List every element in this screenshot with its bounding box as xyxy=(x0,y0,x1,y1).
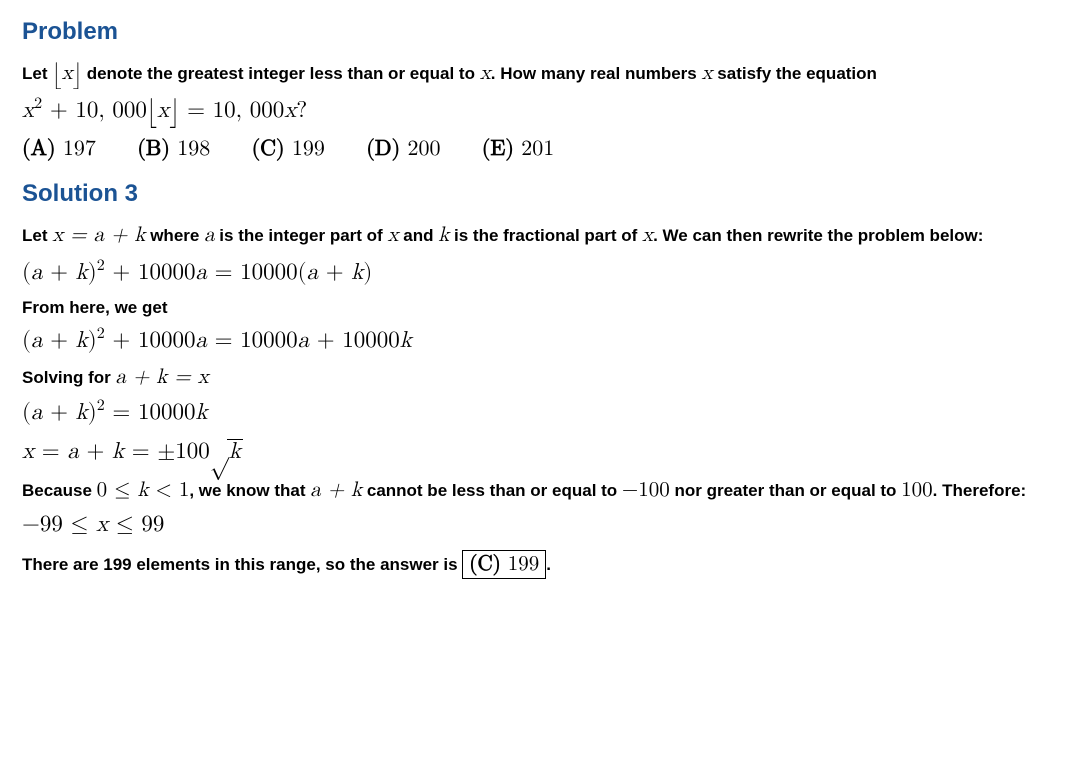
sol-p3-b: a + k = x xyxy=(116,367,209,388)
sol-p1-e: x xyxy=(387,225,398,246)
problem-text: Let ⌊x⌋ denote the greatest integer less… xyxy=(22,60,1058,88)
choice-e: (E) 201 xyxy=(482,138,554,160)
sol-eq1-exp: 2 xyxy=(97,258,105,274)
problem-var-x-2: x xyxy=(701,63,712,84)
sol-p2: From here, we get xyxy=(22,298,1058,318)
answer-box: (C) 199 xyxy=(462,550,546,579)
eq-rhs-x: x xyxy=(284,99,296,122)
sol-eq1-a: (a + k) xyxy=(22,261,97,284)
sol-p1-h: is the fractional part of xyxy=(449,226,642,245)
solution-heading: Solution 3 xyxy=(22,180,1058,208)
sol-eq3-exp: 2 xyxy=(97,398,105,414)
sol-eq1-b: + 10000a = 10000(a + k) xyxy=(105,261,373,284)
sol-eq2-b: + 10000a = 10000a + 10000k xyxy=(105,329,412,352)
sol-p5-a: There are 199 elements in this range, so… xyxy=(22,555,462,574)
sol-p4-b: 0 ≤ k < 1 xyxy=(97,480,190,501)
sol-p4-h: 100 xyxy=(901,480,933,501)
sol-p5-b: . xyxy=(546,555,551,574)
sol-eq4-k: k xyxy=(229,440,241,463)
sol-p1-b: where xyxy=(145,226,204,245)
problem-intro-mid: denote the greatest integer less than or… xyxy=(82,64,480,83)
eq-q: ? xyxy=(296,99,307,122)
choice-a: (A) 197 xyxy=(22,138,96,160)
sol-eq1: (a + k)2 + 10000a = 10000(a + k) xyxy=(22,256,1058,288)
choice-d: (D) 200 xyxy=(366,138,440,160)
sol-p1-d: is the integer part of xyxy=(215,226,388,245)
problem-heading: Problem xyxy=(22,18,1058,46)
sol-p3: Solving for a + k = x xyxy=(22,365,1058,390)
problem-intro-post: . How many real numbers xyxy=(491,64,702,83)
eq-x: x xyxy=(22,99,34,122)
sol-eq5: −99 ≤ x ≤ 99 xyxy=(22,511,1058,540)
sol-p1-i: x xyxy=(642,225,653,246)
sol-p1-c: a xyxy=(204,225,215,246)
sol-p4-e: cannot be less than or equal to xyxy=(362,481,622,500)
choice-b: (B) 198 xyxy=(137,138,210,160)
answer-choices: (A) 197 (B) 198 (C) 199 (D) 200 (E) 201 xyxy=(22,136,1058,162)
sol-p1-f: and xyxy=(399,226,439,245)
eq-eq: = 10, 000 xyxy=(180,99,285,122)
sol-eq2-a: (a + k) xyxy=(22,329,97,352)
problem-equation: x2 + 10, 000⌊x⌋ = 10, 000x? xyxy=(22,94,1058,126)
choice-c: (C) 199 xyxy=(252,138,325,160)
sol-p4-i: . Therefore: xyxy=(933,481,1027,500)
sol-p4-a: Because xyxy=(22,481,97,500)
sol-eq3-b: = 10000k xyxy=(105,401,208,424)
sol-p4-c: , we know that xyxy=(189,481,310,500)
sol-p5: There are 199 elements in this range, so… xyxy=(22,550,1058,579)
sol-eq3-a: (a + k) xyxy=(22,401,97,424)
sol-p3-a: Solving for xyxy=(22,368,116,387)
eq-exp: 2 xyxy=(34,96,42,112)
sol-p1-j: . We can then rewrite the problem below: xyxy=(653,226,983,245)
sol-p4-d: a + k xyxy=(310,480,362,501)
problem-var-x-1: x xyxy=(480,63,491,84)
eq-plus: + 10, 000 xyxy=(42,99,147,122)
solution-p1: Let x = a + k where a is the integer par… xyxy=(22,222,1058,250)
sol-eq2: (a + k)2 + 10000a = 10000a + 10000k xyxy=(22,324,1058,356)
problem-floor-x-var: x xyxy=(62,63,73,84)
sol-eq2-exp: 2 xyxy=(97,326,105,342)
sol-p1-g: k xyxy=(438,225,449,246)
problem-intro-tail: satisfy the equation xyxy=(713,64,877,83)
sol-eq4: x = a + k = ±100√k xyxy=(22,438,1058,467)
problem-intro-pre: Let xyxy=(22,64,52,83)
sol-p4: Because 0 ≤ k < 1, we know that a + k ca… xyxy=(22,477,1058,505)
sol-eq3: (a + k)2 = 10000k xyxy=(22,396,1058,428)
sol-p1-a: Let xyxy=(22,226,52,245)
sol-p4-g: nor greater than or equal to xyxy=(670,481,901,500)
sol-p1-expr: x = a + k xyxy=(52,225,145,246)
sol-p4-f: −100 xyxy=(622,480,670,501)
